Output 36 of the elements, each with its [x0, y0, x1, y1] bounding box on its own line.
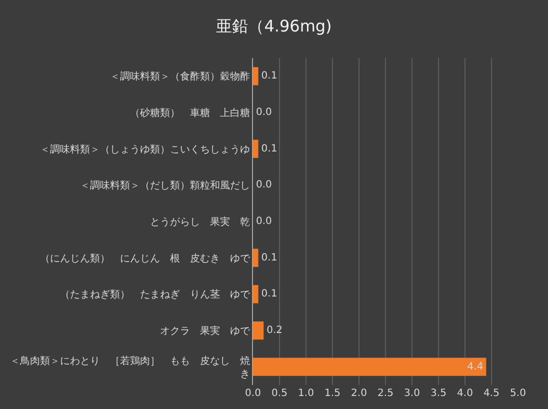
x-tick-label: 3.0: [404, 388, 420, 399]
x-tick-label: 4.5: [484, 388, 500, 399]
data-label: 4.4: [467, 361, 484, 372]
x-tick-label: 5.0: [510, 388, 526, 399]
y-tick-label: ＜調味料類＞（だし類）顆粒和風だし: [80, 180, 250, 192]
y-tick-label: （砂糖類） 車糖 上白糖: [130, 107, 250, 119]
x-tick-label: 2.5: [378, 388, 394, 399]
y-tick-label: ＜調味料類＞（しょうゆ類）こいくちしょうゆ: [40, 143, 250, 156]
data-label: 0.1: [261, 143, 278, 154]
y-tick-label: （にんじん類） にんじん 根 皮むき ゆで: [40, 252, 251, 264]
data-label: 0.2: [266, 325, 283, 336]
x-tick-label: 1.5: [324, 388, 340, 399]
bar: [253, 285, 258, 304]
x-tick-label: 1.0: [298, 388, 314, 399]
y-tick-label: ＜鳥肉類＞にわとり ［若鶏肉］ もも 皮なし 焼き: [10, 354, 250, 380]
bar: [253, 248, 258, 267]
y-tick-label: オクラ 果実 ゆで: [160, 325, 251, 337]
x-tick-label: 3.5: [430, 388, 446, 399]
bar: [253, 140, 258, 158]
bar: [253, 321, 264, 340]
data-label: 0.1: [261, 252, 278, 264]
data-label: 0.0: [256, 180, 272, 191]
x-tick-label: 4.0: [457, 388, 473, 399]
y-tick-label: ＜調味料類＞（食酢類）穀物酢: [110, 70, 250, 83]
chart-title: 亜鉛（4.96mg): [216, 16, 332, 36]
data-label: 0.1: [261, 288, 278, 300]
x-tick-label: 0.0: [245, 388, 261, 399]
data-label: 0.0: [256, 216, 272, 227]
y-tick-label: とうがらし 果実 乾: [150, 216, 250, 228]
x-tick-label: 0.5: [272, 388, 288, 399]
bar: [253, 358, 486, 376]
data-label: 0.1: [261, 70, 278, 82]
x-tick-label: 2.0: [351, 388, 367, 399]
data-label: 0.0: [256, 107, 272, 118]
bar: [253, 67, 258, 86]
y-tick-label: （たまねぎ類） たまねぎ りん茎 ゆで: [60, 288, 251, 301]
